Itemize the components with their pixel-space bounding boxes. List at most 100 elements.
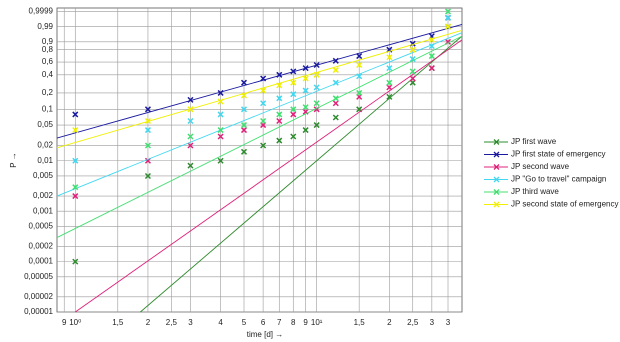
- data-point: [72, 157, 79, 164]
- y-tick-label: 0,00002: [24, 292, 53, 301]
- y-tick-label: 0,2: [42, 88, 54, 97]
- data-point: [187, 142, 194, 149]
- x-tick-label: 6: [261, 318, 266, 327]
- x-tick-label: 9: [62, 318, 67, 327]
- y-tick-label: 0,4: [42, 70, 54, 79]
- x-tick-label: 4: [218, 318, 223, 327]
- data-point: [290, 111, 297, 118]
- y-tick-label: 0,0001: [29, 257, 54, 266]
- data-point: [302, 127, 309, 134]
- data-point: [409, 75, 416, 82]
- y-tick-label: 0,9999: [29, 7, 54, 16]
- data-point: [356, 89, 363, 96]
- data-point: [217, 133, 224, 140]
- legend-marker: [493, 164, 500, 170]
- y-tick-label: 0,01: [37, 156, 53, 165]
- y-tick-label: 0,0005: [29, 222, 54, 231]
- data-point: [332, 114, 339, 121]
- data-point: [332, 79, 339, 86]
- data-point: [386, 46, 393, 53]
- fit-line: [140, 35, 463, 313]
- data-point: [240, 148, 248, 155]
- data-point: [144, 127, 151, 134]
- x-tick-label: 2: [387, 318, 392, 327]
- y-tick-label: 0,99: [37, 22, 53, 31]
- y-tick-label: 0,00001: [24, 307, 53, 316]
- y-axis-label: P →: [9, 152, 18, 167]
- data-point: [144, 106, 151, 113]
- x-tick-label: 5: [242, 318, 247, 327]
- data-point: [290, 133, 297, 140]
- data-point: [72, 127, 79, 134]
- legend-label: JP third wave: [511, 187, 559, 196]
- data-point: [356, 53, 363, 60]
- y-tick-label: 0,005: [33, 171, 54, 180]
- data-point: [290, 79, 297, 86]
- y-tick-label: 0,0002: [29, 242, 54, 251]
- data-point: [144, 117, 151, 125]
- legend-label: JP first wave: [511, 137, 557, 146]
- y-tick-label: 0,001: [33, 206, 54, 215]
- data-point: [72, 184, 79, 191]
- x-tick-label: 2,5: [407, 318, 419, 327]
- data-point: [313, 71, 320, 78]
- x-tick-label: 3: [430, 318, 435, 327]
- fit-line: [56, 32, 463, 197]
- legend-marker: [493, 176, 500, 183]
- data-point: [290, 91, 297, 98]
- data-point: [302, 65, 309, 72]
- data-point: [187, 133, 194, 140]
- fit-line: [56, 23, 463, 139]
- data-point: [72, 193, 79, 200]
- legend-marker: [493, 139, 500, 145]
- y-tick-label: 0,00005: [24, 272, 53, 281]
- data-point: [144, 142, 151, 149]
- data-point: [356, 61, 363, 69]
- data-point: [276, 71, 283, 78]
- data-point: [240, 122, 248, 129]
- legend-label: JP second wave: [511, 162, 570, 171]
- y-tick-label: 0,02: [37, 141, 53, 150]
- data-point: [217, 98, 224, 105]
- x-tick-label: 1,5: [112, 318, 124, 327]
- data-point: [386, 93, 393, 100]
- data-point: [313, 122, 320, 129]
- y-tick-label: 0,8: [42, 45, 54, 54]
- y-tick-label: 0,05: [37, 120, 53, 129]
- data-point: [240, 127, 248, 134]
- y-tick-label: 0,002: [33, 191, 54, 200]
- legend-label: JP second state of emergency: [511, 200, 618, 209]
- data-point: [217, 127, 224, 134]
- data-point: [240, 106, 248, 113]
- data-point: [444, 14, 452, 21]
- data-point: [386, 65, 393, 72]
- data-point: [187, 106, 194, 113]
- data-point: [444, 23, 452, 30]
- fit-line: [56, 35, 463, 238]
- data-point: [332, 100, 339, 107]
- x-tick-label: 3: [188, 318, 193, 327]
- data-point: [386, 79, 393, 86]
- x-tick-label: 10⁰: [69, 318, 81, 327]
- legend-label: JP first state of emergency: [511, 150, 606, 159]
- data-point: [313, 84, 320, 91]
- data-point: [428, 36, 435, 43]
- data-point: [187, 96, 194, 103]
- data-point: [290, 106, 297, 113]
- data-point: [260, 75, 267, 82]
- legend-label: JP "Go to travel" campaign: [511, 175, 606, 184]
- data-point: [313, 61, 320, 69]
- data-point: [276, 117, 283, 125]
- data-point: [240, 79, 248, 86]
- x-tick-label: 2,5: [166, 318, 178, 327]
- y-tick-label: 0,6: [42, 57, 54, 66]
- data-point: [332, 57, 339, 64]
- data-point: [302, 87, 309, 94]
- x-tick-label: 7: [277, 318, 282, 327]
- data-point: [260, 100, 267, 107]
- x-tick-label: 1,5: [354, 318, 366, 327]
- data-point: [386, 84, 393, 91]
- data-point: [260, 117, 267, 125]
- data-point: [276, 82, 283, 89]
- x-axis-label: time [d] →: [247, 330, 283, 339]
